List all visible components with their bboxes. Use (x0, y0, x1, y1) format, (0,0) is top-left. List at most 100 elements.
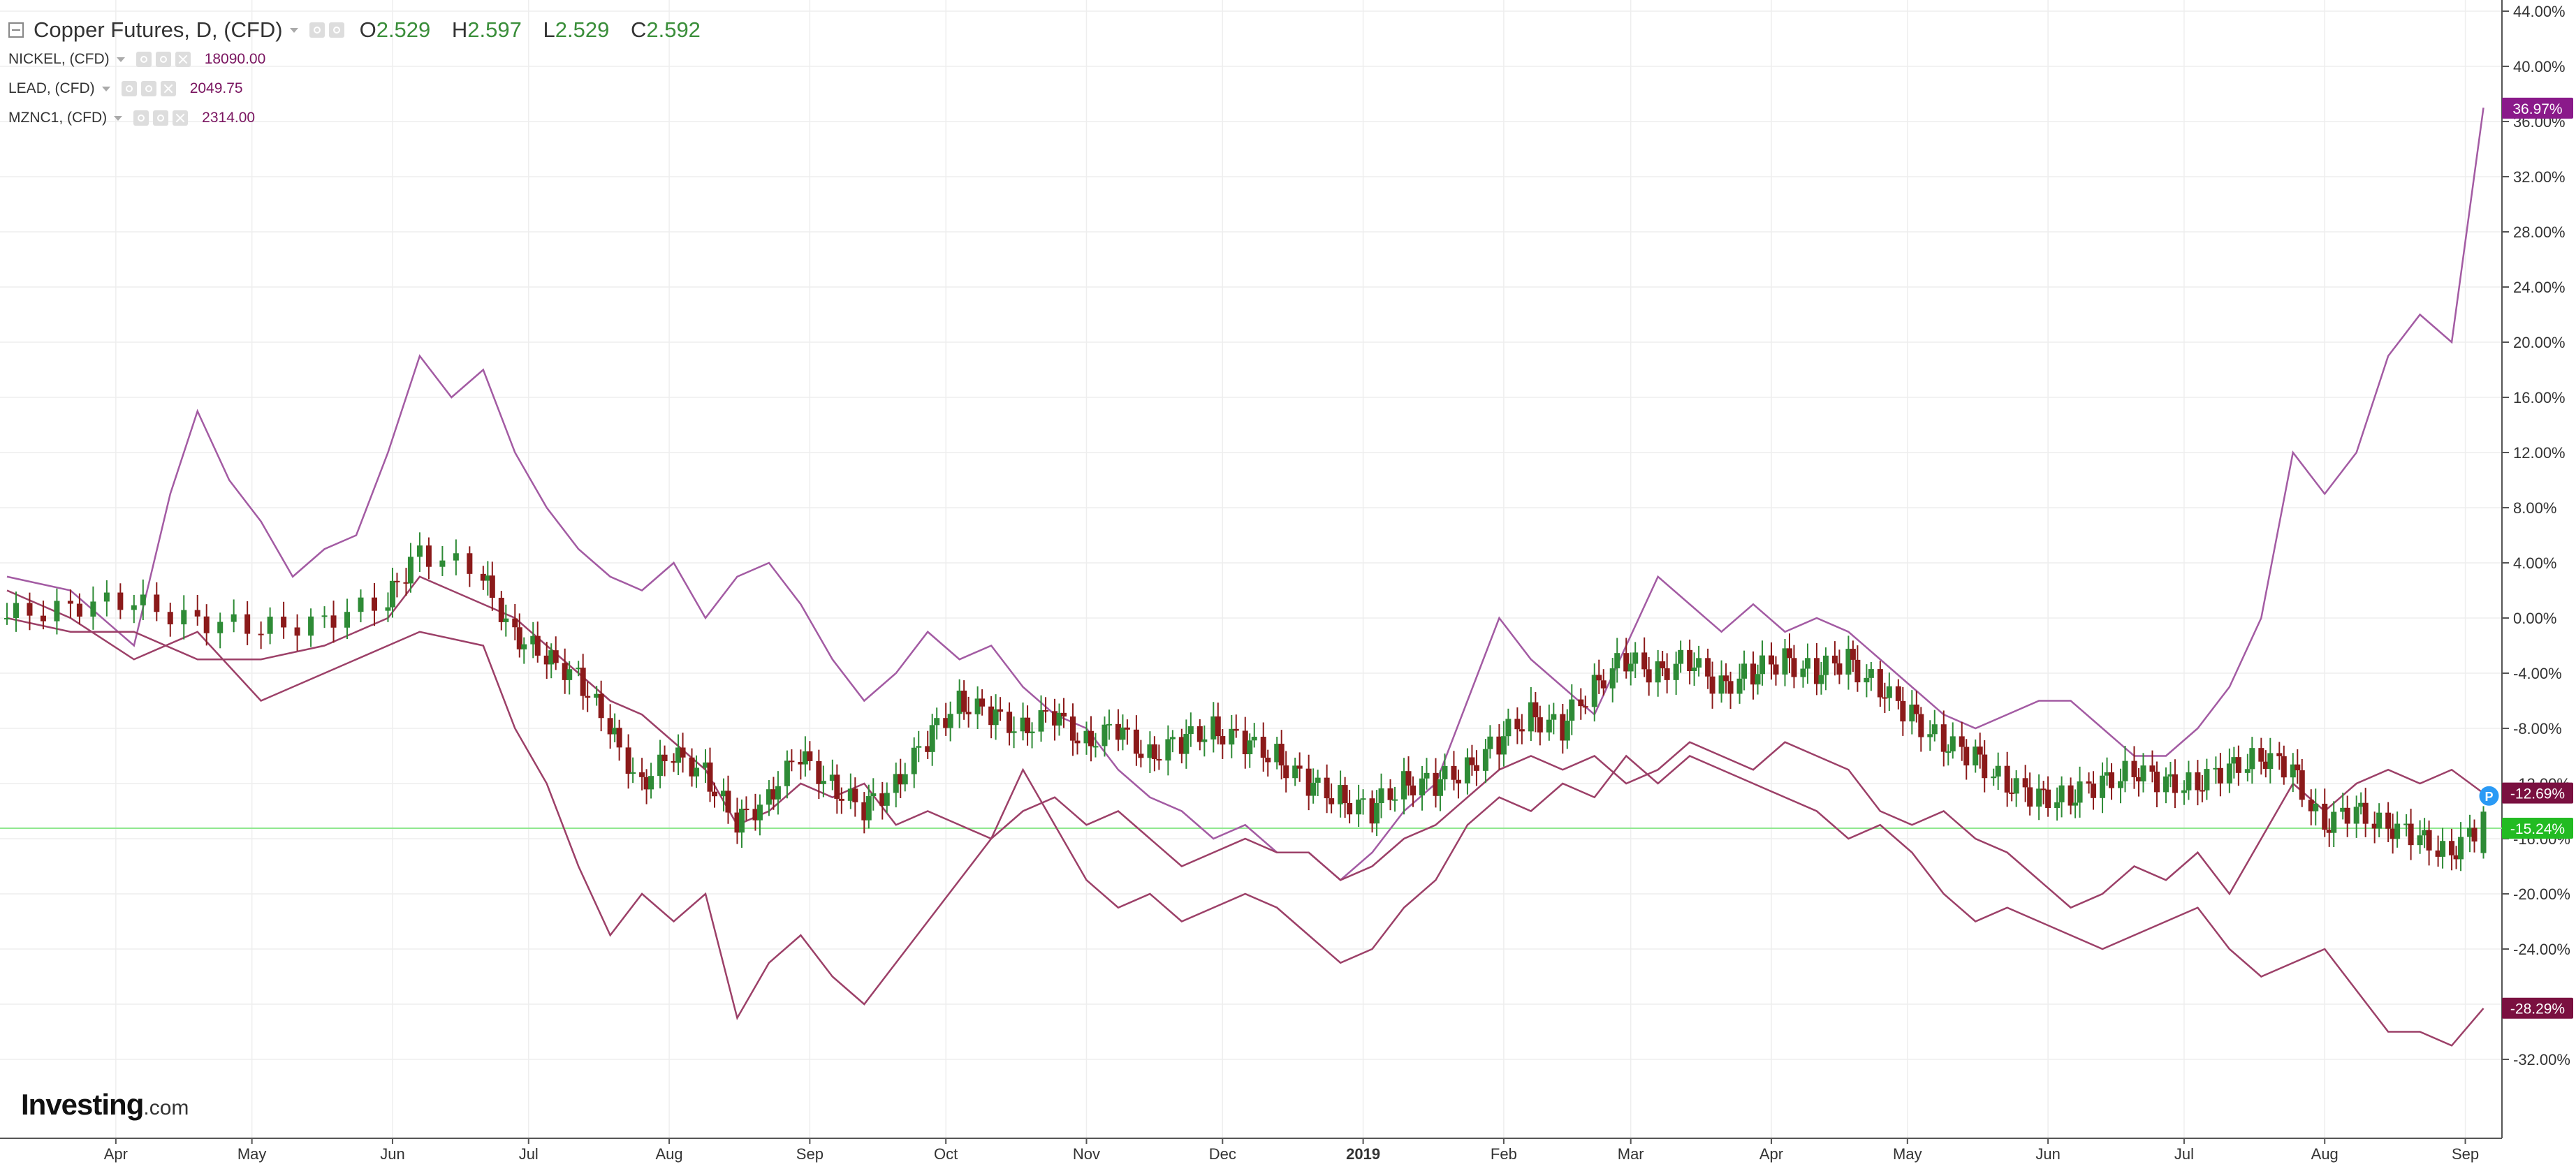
candle-up (1614, 653, 1620, 669)
candle-down (512, 618, 518, 628)
candle-up (1678, 649, 1684, 664)
candle-up (1736, 678, 1743, 694)
last-value-badge: -28.29% (2502, 997, 2573, 1019)
candle-down (598, 693, 604, 719)
price-marker[interactable]: P (2479, 786, 2499, 806)
candle-up (1464, 757, 1470, 784)
y-tick-label: -8.00% (2513, 720, 2562, 737)
legend-main-row[interactable]: Copper Futures, D, (CFD) O2.529 H2.597 L… (8, 15, 716, 45)
legend-symbol[interactable]: LEAD, (CFD) (8, 80, 95, 96)
candle-down (1687, 649, 1693, 671)
close-icon[interactable] (160, 81, 176, 96)
candle-down (1836, 663, 1843, 675)
candle-down (997, 709, 1004, 712)
candle-down (1913, 704, 1919, 714)
close-icon[interactable] (175, 52, 191, 67)
candle-down (1342, 785, 1348, 803)
x-tick-label: Jul (2174, 1145, 2194, 1163)
badge-bg (2502, 997, 2573, 1019)
candle-down (1025, 717, 1031, 733)
gear-icon[interactable] (153, 110, 169, 126)
last-value-badge: -12.69% (2502, 782, 2573, 804)
low-value: 2.529 (555, 17, 610, 42)
candle-down (1069, 716, 1076, 741)
candle-down (1043, 710, 1049, 712)
candle-up (308, 616, 314, 636)
gear-icon[interactable] (140, 81, 156, 96)
candle-down (1882, 697, 1888, 699)
p-marker-circle (2479, 786, 2499, 806)
candle-up (594, 693, 600, 698)
legend-row-mznc1[interactable]: MZNC1, (CFD) 2314.00 (8, 103, 716, 133)
x-tick-label: Sep (2452, 1145, 2479, 1163)
candle-down (2004, 765, 2010, 793)
candle-down (76, 603, 82, 617)
eye-icon[interactable] (136, 52, 152, 67)
series-lead (6, 589, 2484, 1047)
candle-down (2009, 792, 2015, 794)
y-tick-label: -32.00% (2513, 1051, 2570, 1068)
candle-up (865, 796, 872, 821)
collapse-icon[interactable] (8, 22, 24, 38)
y-tick-label: 16.00% (2513, 389, 2566, 406)
candle-up (1419, 778, 1426, 796)
candle-up (521, 644, 527, 649)
candle-up (2353, 807, 2359, 824)
main-symbol[interactable]: Copper Futures, D, (CFD) (34, 17, 283, 42)
candle-down (2385, 812, 2392, 829)
candle-up (2422, 830, 2428, 836)
candle-down (1727, 681, 1734, 694)
investing-logo: Investing.com (21, 1088, 189, 1122)
candle-down (1233, 728, 1239, 731)
candle-down (2199, 790, 2205, 792)
candle-up (2231, 757, 2237, 764)
candle-up (1804, 658, 1810, 669)
close-icon[interactable] (173, 110, 189, 126)
candle-down (2045, 789, 2051, 808)
candle-down (2153, 772, 2160, 793)
candle-up (2358, 802, 2364, 807)
eye-icon[interactable] (309, 22, 325, 38)
candle-down (1052, 711, 1058, 726)
candle-down (2131, 760, 2137, 777)
candle-up (2244, 769, 2251, 773)
gear-icon[interactable] (328, 22, 344, 38)
series-group (0, 108, 2502, 1047)
candle-up (1868, 669, 1874, 678)
candle-up (344, 612, 351, 628)
eye-icon[interactable] (121, 81, 137, 96)
candle-up (657, 754, 664, 777)
candle-up (1038, 710, 1044, 732)
x-tick-label: Jun (2035, 1145, 2060, 1163)
legend-row-lead[interactable]: LEAD, (CFD) 2049.75 (8, 74, 716, 103)
chevron-down-icon[interactable] (114, 115, 123, 121)
candle-down (1061, 712, 1067, 717)
candle-down (467, 553, 473, 574)
legend-symbol[interactable]: NICKEL, (CFD) (8, 51, 110, 67)
candle-up (1011, 731, 1017, 733)
x-tick-label: Apr (1759, 1145, 1783, 1163)
eye-icon[interactable] (133, 110, 149, 126)
chevron-down-icon[interactable] (101, 86, 110, 91)
chevron-down-icon[interactable] (116, 57, 125, 62)
candle-down (2086, 781, 2092, 784)
candle-up (2140, 765, 2146, 781)
close-label: C (630, 17, 647, 42)
logo-brand: Investing (21, 1088, 144, 1121)
legend-row-nickel[interactable]: NICKEL, (CFD) 18090.00 (8, 45, 716, 74)
candle-up (1310, 782, 1317, 796)
candle-down (2022, 778, 2028, 788)
legend-symbol[interactable]: MZNC1, (CFD) (8, 110, 108, 126)
gear-icon[interactable] (155, 52, 171, 67)
candle-up (2313, 803, 2319, 811)
candle-up (385, 607, 391, 611)
y-tick-label: 0.00% (2513, 610, 2556, 627)
open-value: 2.529 (376, 17, 431, 42)
candle-up (2162, 776, 2169, 793)
legend-value: 18090.00 (204, 51, 266, 67)
candle-down (1088, 730, 1094, 747)
chevron-down-icon[interactable] (289, 27, 298, 33)
candle-down (154, 594, 160, 612)
